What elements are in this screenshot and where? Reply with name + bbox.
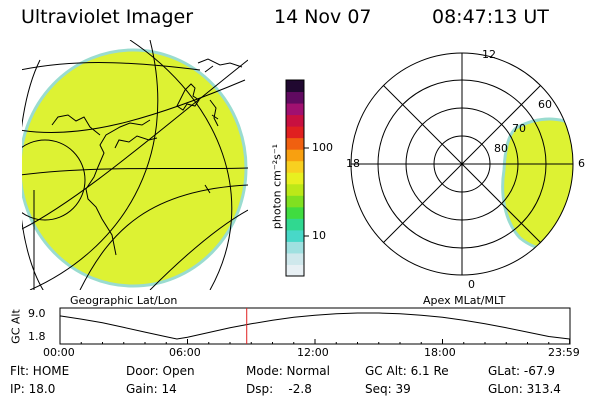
colorbar-cell — [286, 172, 304, 185]
colorbar-cell — [286, 195, 304, 208]
altitude-series-line — [59, 312, 570, 340]
y-tick-1-8: 1.8 — [28, 330, 46, 343]
date-label: 14 Nov 07 — [274, 6, 372, 28]
colorbar-cell — [286, 206, 304, 219]
colorbar-cell — [286, 229, 304, 242]
geo-panel-label: Geographic Lat/Lon — [70, 294, 178, 307]
colorbar-cell — [286, 160, 304, 173]
x-tick-label-2: 12:00 — [297, 346, 329, 359]
mlt-label-18: 18 — [346, 157, 360, 170]
seq-status: Seq: 39 — [365, 382, 411, 396]
x-tick-label-1: 06:00 — [169, 346, 201, 359]
colorbar-cell — [286, 137, 304, 150]
colorbar-cell — [286, 218, 304, 231]
x-ticks — [59, 339, 571, 344]
polar-grid — [350, 52, 574, 276]
colorbar-cells — [286, 80, 304, 277]
polar-panel-label: Apex MLat/MLT — [423, 294, 506, 307]
colorbar-tick-10: 10 — [312, 229, 326, 242]
flight-status: Flt: HOME — [10, 364, 70, 378]
mode-status: Mode: Normal — [246, 364, 330, 378]
ip-status: IP: 18.0 — [10, 382, 56, 396]
colorbar-cell — [286, 183, 304, 196]
mlat-label-60: 60 — [538, 98, 552, 111]
chart-frame — [59, 307, 571, 345]
mlt-label-6: 6 — [578, 157, 585, 170]
colorbar-cell — [286, 264, 304, 277]
x-tick-label-3: 18:00 — [424, 346, 456, 359]
colorbar-tick-100: 100 — [312, 141, 333, 154]
glat-status: GLat: -67.9 — [488, 364, 555, 378]
x-tick-label-4: 23:59 — [548, 346, 580, 359]
colorbar-cell — [286, 241, 304, 254]
colorbar-cell — [286, 114, 304, 127]
dsp-status: Dsp: -2.8 — [246, 382, 312, 396]
y-tick-9: 9.0 — [28, 307, 46, 320]
colorbar-cell — [286, 149, 304, 162]
mlt-label-0: 0 — [468, 278, 475, 291]
gain-status: Gain: 14 — [126, 382, 177, 396]
colorbar-cell — [286, 103, 304, 116]
gcalt-status: GC Alt: 6.1 Re — [365, 364, 449, 378]
door-status: Door: Open — [126, 364, 195, 378]
colorbar-cell — [286, 126, 304, 139]
colorbar-cell — [286, 80, 304, 93]
colorbar-cell — [286, 252, 304, 265]
coastline — [51, 58, 243, 256]
x-tick-label-0: 00:00 — [43, 346, 75, 359]
colorbar-cell — [286, 91, 304, 104]
geo-grid-lines — [22, 40, 248, 290]
mlat-label-80: 80 — [494, 142, 508, 155]
app-title: Ultraviolet Imager — [21, 6, 194, 28]
mlt-label-12: 12 — [482, 48, 496, 61]
mlat-label-70: 70 — [512, 122, 526, 135]
y-axis-label: GC Alt — [9, 309, 23, 344]
time-label: 08:47:13 UT — [432, 6, 549, 28]
glon-status: GLon: 313.4 — [488, 382, 561, 396]
